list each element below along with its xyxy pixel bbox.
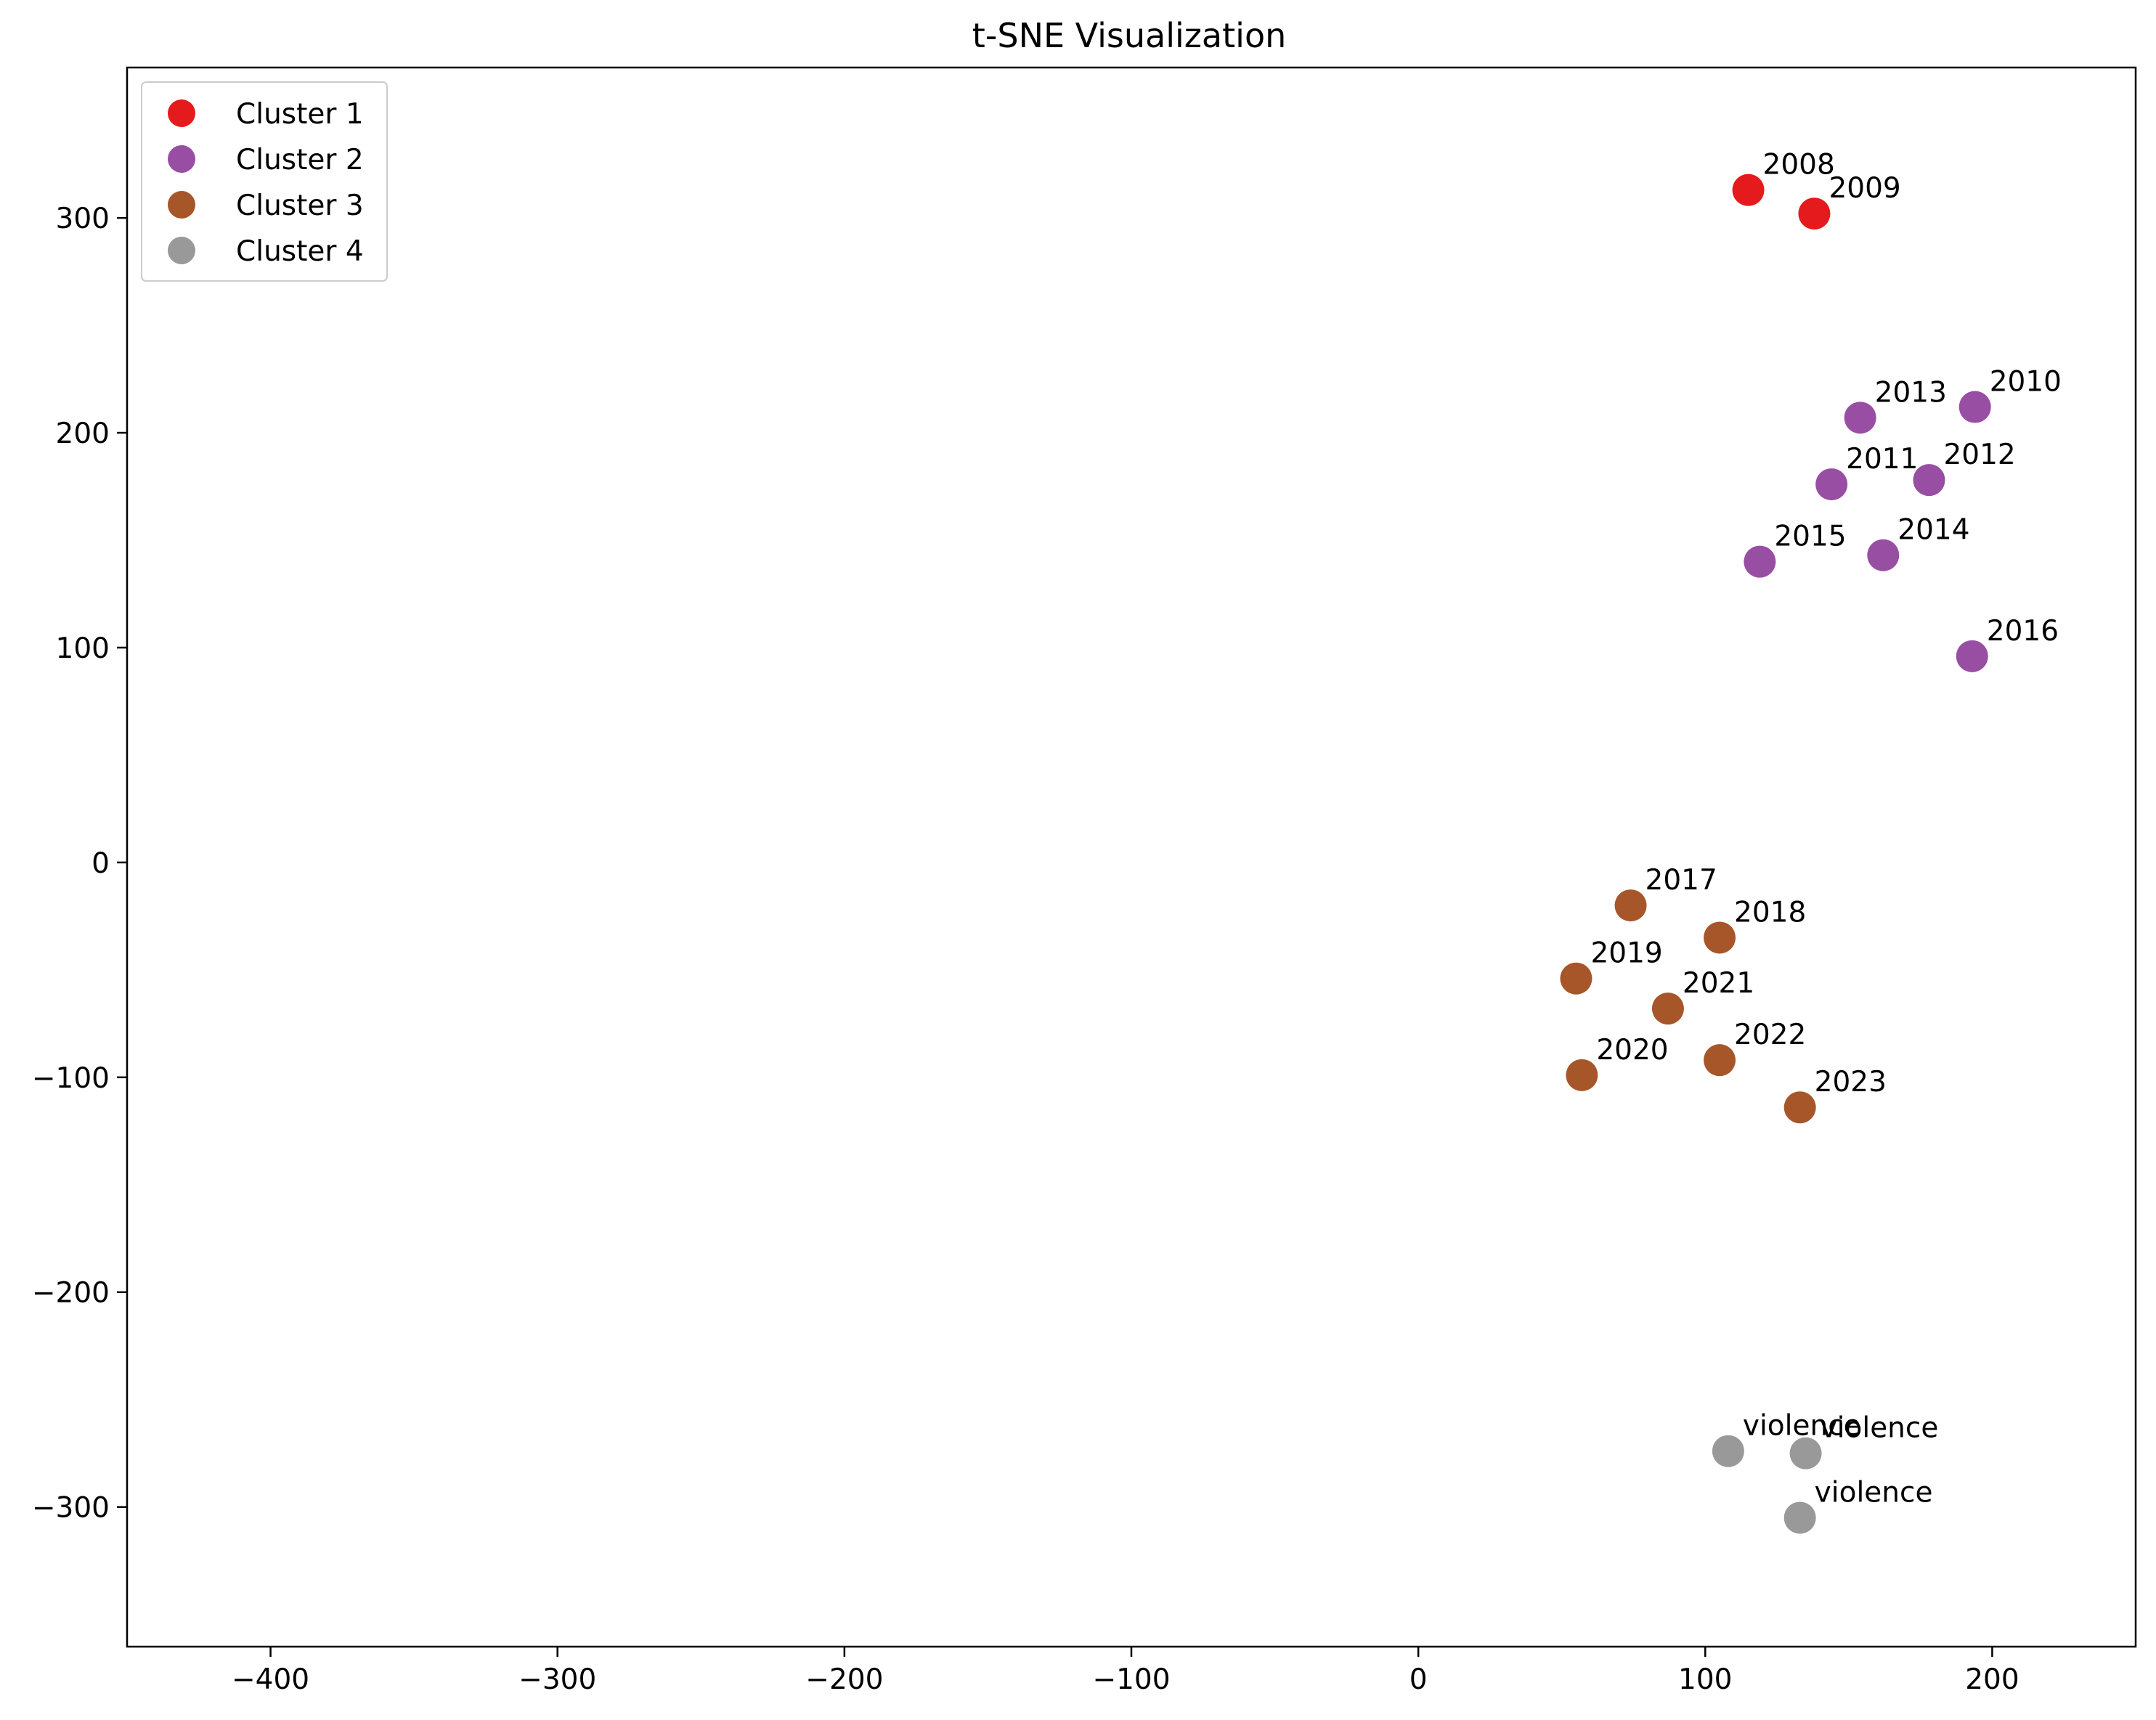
x-tick-label: 100 [1678,1663,1732,1696]
data-points [1560,174,1991,1534]
y-tick-label: −100 [32,1062,110,1095]
legend-entry-label: Cluster 4 [236,235,364,268]
y-tick-label: 300 [56,203,110,235]
data-point [1651,993,1684,1025]
data-point [1560,962,1592,995]
x-tick-label: −200 [805,1663,883,1696]
data-point [1867,539,1900,571]
data-point-label: 2016 [1987,615,2059,648]
data-point [1958,391,1991,423]
legend-marker [168,99,195,127]
data-point-label: 2010 [1990,366,2062,399]
legend-entry-label: Cluster 2 [236,144,364,176]
data-point-label: 2019 [1590,937,1662,970]
legend-marker [168,237,195,264]
data-point [1704,921,1736,954]
data-point [1798,197,1831,230]
data-point [1712,1435,1744,1467]
y-tick-label: −300 [32,1492,110,1525]
data-point [1913,464,1945,497]
data-point-label: violence [1815,1476,1933,1509]
legend-marker [168,191,195,219]
y-tick-label: 100 [56,632,110,665]
data-point-label: 2023 [1815,1066,1887,1099]
data-point [1704,1044,1736,1077]
chart-title: t-SNE Visualization [972,16,1287,55]
x-tick-label: 200 [1965,1663,2019,1696]
data-point [1789,1437,1822,1470]
x-tick-label: −300 [518,1663,596,1696]
x-axis: −400 −300 −200 −100 0 100 200 [232,1647,2019,1696]
legend-entry-label: Cluster 1 [236,98,364,131]
data-point [1844,402,1876,434]
data-point-label: 2022 [1734,1019,1806,1051]
legend-entry-label: Cluster 3 [236,189,364,222]
data-point-label: 2021 [1683,967,1754,1000]
legend-marker [168,145,195,173]
data-point-label: 2009 [1828,172,1900,205]
y-tick-label: −200 [32,1277,110,1310]
data-point-label: violence [1821,1412,1939,1445]
data-point [1815,468,1848,501]
data-point [1783,1501,1816,1534]
data-point-label: 2015 [1774,521,1846,553]
data-point-label: 2014 [1897,514,1969,547]
data-point-label: 2012 [1943,439,2015,471]
data-point-label: 2018 [1734,896,1806,929]
data-point [1614,889,1647,922]
y-tick-label: 200 [56,417,110,450]
y-tick-label: 0 [91,847,110,880]
x-tick-label: −400 [232,1663,309,1696]
data-point-label: 2013 [1875,376,1947,409]
y-axis: −300 −200 −100 0 100 200 300 [32,203,127,1525]
x-tick-label: 0 [1409,1663,1428,1696]
data-point [1783,1091,1816,1124]
legend: Cluster 1 Cluster 2 Cluster 3 Cluster 4 [141,81,388,282]
legend-frame [141,81,388,282]
data-point [1956,640,1988,672]
data-point-label: 2017 [1646,864,1717,897]
data-point [1744,545,1776,578]
data-point [1732,174,1765,206]
data-point [1566,1059,1598,1091]
data-point-label: violence [1743,1410,1861,1443]
data-point-label: 2020 [1596,1034,1668,1067]
data-point-label: 2011 [1846,443,1918,476]
data-point-label: 2008 [1763,149,1835,182]
x-tick-label: −100 [1092,1663,1170,1696]
